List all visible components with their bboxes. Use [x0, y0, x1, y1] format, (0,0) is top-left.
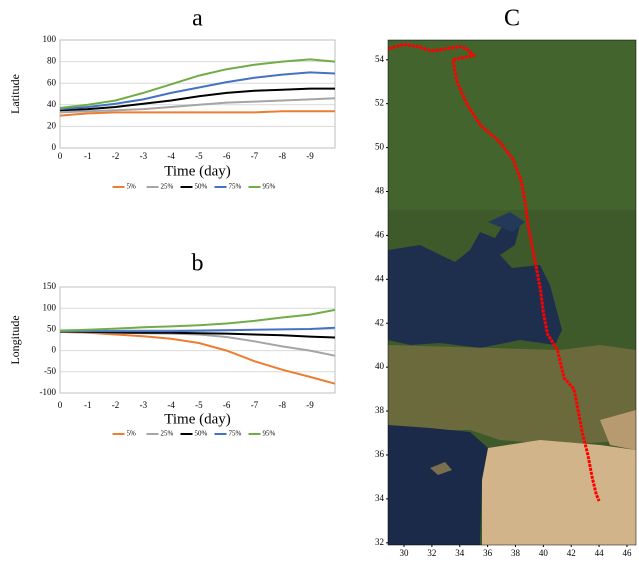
x-tick-label: 46	[622, 548, 632, 558]
legend-label: 5%	[127, 183, 137, 191]
black-sea	[388, 222, 562, 348]
y-tick-label: 100	[43, 302, 57, 312]
series-line	[59, 71, 336, 111]
y-tick-label: 46	[375, 229, 385, 239]
y-tick-label: 54	[375, 54, 385, 64]
x-tick-label: -2	[112, 151, 120, 161]
x-tick-label: -4	[167, 151, 175, 161]
y-tick-label: 0	[52, 142, 57, 152]
y-tick-label: 40	[375, 361, 385, 371]
x-tick-label: -1	[84, 151, 92, 161]
plot-frame	[59, 286, 336, 394]
x-tick-label: 44	[595, 548, 605, 558]
x-tick-label: 0	[58, 400, 63, 410]
x-tick-label: -7	[251, 400, 259, 410]
mediterranean	[388, 425, 488, 545]
x-tick-label: -6	[223, 151, 231, 161]
series-line	[59, 87, 335, 112]
legend-label: 25%	[161, 430, 174, 438]
x-tick-label: 40	[539, 548, 549, 558]
y-tick-label: 38	[375, 405, 385, 415]
series-line	[60, 326, 336, 333]
y-tick-label: 52	[375, 98, 384, 108]
legend-label: 5%	[127, 430, 137, 438]
x-tick-label: -9	[306, 400, 314, 410]
legend-label: 25%	[161, 183, 174, 191]
x-tick-label: -4	[167, 400, 175, 410]
legend-label: 50%	[195, 430, 208, 438]
y-tick-label: -50	[44, 366, 56, 376]
y-tick-label: 0	[52, 345, 57, 355]
legend-label: 95%	[263, 183, 276, 191]
panel-title: a	[192, 6, 203, 32]
series-line	[59, 110, 335, 117]
y-tick-label: 60	[47, 77, 57, 87]
x-axis-label: Time (day)	[164, 163, 231, 179]
plot-frame	[59, 39, 336, 149]
x-tick-label: -2	[112, 400, 120, 410]
x-tick-label: 32	[427, 548, 436, 558]
x-tick-label: -5	[195, 400, 203, 410]
x-tick-label: -6	[223, 400, 231, 410]
x-tick-label: -1	[84, 400, 92, 410]
y-axis-label: Latitude	[8, 74, 22, 114]
y-tick-label: 36	[375, 449, 385, 459]
x-tick-label: -8	[278, 151, 286, 161]
y-tick-label: 100	[43, 34, 57, 44]
x-axis-label: Time (day)	[164, 411, 231, 427]
x-tick-label: -7	[251, 151, 259, 161]
series-line	[59, 330, 336, 385]
y-tick-label: 32	[375, 537, 384, 547]
map-frame	[387, 39, 637, 546]
x-tick-label: 30	[400, 548, 410, 558]
series-line	[59, 97, 336, 114]
x-tick-label: -8	[278, 400, 286, 410]
y-tick-label: 44	[375, 273, 385, 283]
x-tick-label: 0	[58, 151, 63, 161]
series-line	[59, 308, 336, 332]
y-tick-label: 50	[47, 323, 57, 333]
y-axis-label: Longitude	[8, 315, 22, 364]
y-tick-label: 150	[43, 281, 57, 291]
map-background	[388, 40, 636, 545]
series-line	[59, 58, 336, 109]
desert	[482, 440, 636, 545]
y-tick-label: 20	[47, 120, 57, 130]
x-tick-label: -3	[140, 400, 148, 410]
x-tick-label: -3	[140, 151, 148, 161]
legend-label: 50%	[195, 183, 208, 191]
y-tick-label: 50	[375, 142, 385, 152]
y-tick-label: 80	[47, 56, 57, 66]
legend-label: 75%	[229, 183, 242, 191]
panel-title: b	[192, 251, 204, 277]
y-tick-label: 48	[375, 186, 385, 196]
cyprus	[430, 462, 452, 475]
anatolia	[388, 345, 636, 445]
track	[388, 42, 601, 502]
land	[388, 40, 636, 210]
y-tick-label: 42	[375, 317, 384, 327]
x-tick-label: -9	[306, 151, 314, 161]
x-tick-label: 42	[567, 548, 576, 558]
desert	[600, 410, 636, 450]
y-tick-label: 40	[47, 99, 57, 109]
y-tick-label: -100	[40, 387, 57, 397]
x-tick-label: -5	[195, 151, 203, 161]
azov-sea	[488, 212, 525, 232]
legend-label: 75%	[229, 430, 242, 438]
series-line	[59, 330, 336, 339]
x-tick-label: 36	[483, 548, 493, 558]
x-tick-label: 38	[511, 548, 521, 558]
x-tick-label: 34	[455, 548, 465, 558]
legend-label: 95%	[263, 430, 276, 438]
y-tick-label: 34	[375, 493, 385, 503]
panel-title: C	[504, 6, 520, 32]
